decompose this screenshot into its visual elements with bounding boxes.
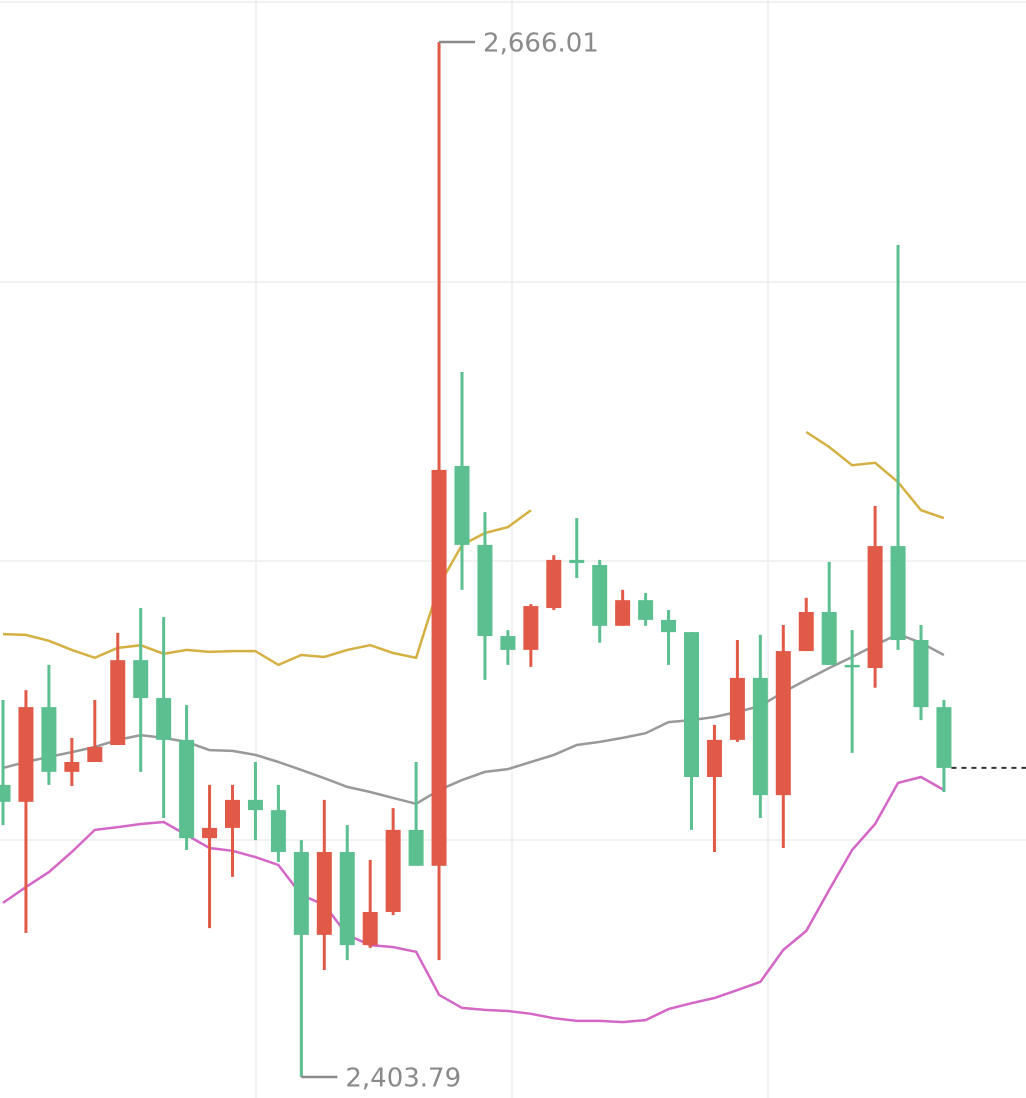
candle-body: [523, 606, 539, 650]
candle-body: [638, 600, 654, 620]
candle-body: [546, 559, 562, 609]
candle-body: [890, 546, 906, 641]
band-line: [2, 775, 945, 1024]
candle-body: [706, 739, 722, 777]
candle-body: [156, 698, 172, 740]
candle-body: [0, 784, 11, 802]
candle-body: [64, 761, 80, 772]
annotation-label: 2,403.79: [345, 1064, 461, 1094]
candle-body: [729, 677, 745, 740]
candle-body: [133, 660, 149, 699]
candle-body: [477, 544, 493, 637]
candle-body: [500, 636, 516, 650]
candle-body: [225, 799, 240, 828]
candle-body: [293, 851, 309, 935]
candle-body: [339, 851, 355, 946]
candle-body: [385, 829, 401, 912]
candle-body: [270, 810, 286, 852]
band-line: [2, 632, 945, 806]
candle-body: [661, 619, 677, 633]
candle-body: [569, 559, 585, 564]
candle-body: [202, 827, 218, 839]
candle-body: [844, 664, 860, 668]
candle-body: [247, 799, 263, 811]
candle-body: [454, 465, 470, 545]
annotation-label: 2,666.01: [483, 28, 599, 58]
candle-body: [408, 829, 424, 866]
candle-body: [752, 677, 768, 796]
candle-body: [41, 707, 57, 772]
candle-body: [867, 546, 883, 669]
candle-body: [592, 565, 608, 626]
candle-body: [615, 600, 631, 626]
candle-body: [179, 739, 195, 839]
candle-body: [362, 911, 378, 946]
candle-body: [316, 851, 332, 935]
candle-body: [913, 640, 929, 708]
candle-body: [87, 746, 103, 762]
candle-body: [821, 611, 837, 665]
candle-body: [936, 707, 952, 768]
candle-body: [110, 660, 126, 746]
candle-body: [431, 469, 447, 866]
candle-body: [775, 651, 791, 796]
candle-body: [18, 707, 34, 802]
candle-body: [684, 632, 699, 777]
candle-body: [798, 611, 814, 652]
